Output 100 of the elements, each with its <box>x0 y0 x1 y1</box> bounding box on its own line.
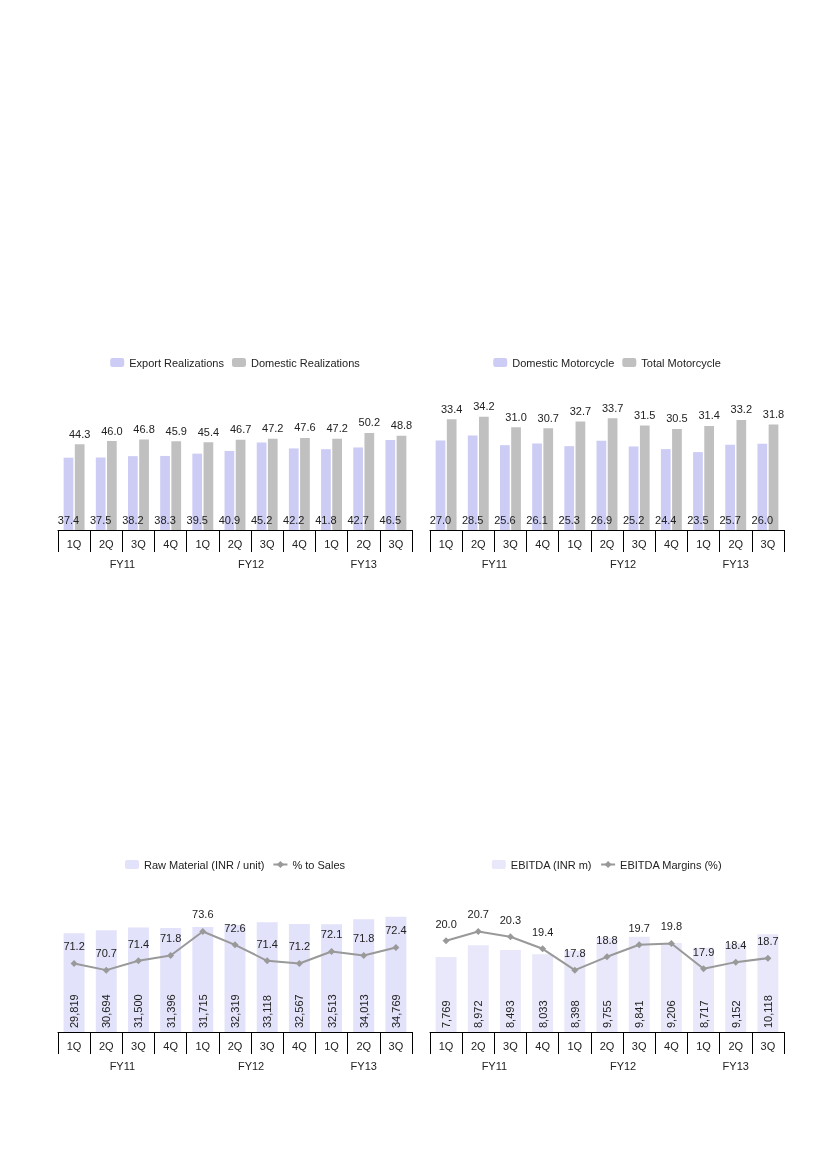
point <box>70 959 78 967</box>
data-label: 31,715 <box>196 994 209 1028</box>
point <box>442 937 450 945</box>
point <box>635 941 643 949</box>
x-tick-label: 3Q <box>131 1039 147 1052</box>
data-label: 8,033 <box>536 1000 549 1028</box>
data-label: 29,819 <box>68 994 81 1028</box>
bar <box>128 927 149 1032</box>
point <box>700 965 708 973</box>
data-label: 50.2 <box>358 416 381 429</box>
bar <box>353 919 375 1032</box>
data-label: 9,841 <box>633 1000 646 1028</box>
point <box>571 966 579 974</box>
bar <box>160 927 182 1032</box>
data-label: 45.9 <box>165 424 187 437</box>
data-label: 8,493 <box>504 1000 517 1028</box>
data-label: 32,513 <box>325 994 338 1028</box>
data-label: 9,152 <box>729 1000 742 1028</box>
x-tick-label: 2Q <box>599 1039 615 1052</box>
data-label: 71.4 <box>127 937 150 950</box>
x-tick-label: 1Q <box>696 537 712 550</box>
data-label: 30,694 <box>100 994 113 1028</box>
data-label: 31.0 <box>505 410 527 423</box>
legend-label: Domestic Motorcycle <box>512 356 615 369</box>
point <box>667 939 675 947</box>
data-label: 20.7 <box>467 908 489 921</box>
text: FY11 <box>109 558 136 570</box>
data-label: 73.6 <box>192 908 214 921</box>
bar <box>693 947 714 1032</box>
data-label: 32,567 <box>293 994 306 1028</box>
data-label: 41.8 <box>315 513 337 526</box>
x-tick-label: 2Q <box>599 537 615 550</box>
point <box>603 953 611 961</box>
data-label: 17.9 <box>692 945 715 958</box>
data-label: 46.0 <box>101 424 123 437</box>
data-label: 71.2 <box>63 940 85 953</box>
data-label: 46.7 <box>229 423 252 436</box>
data-label: 19.7 <box>628 921 650 934</box>
x-tick-label: 3Q <box>388 537 404 550</box>
data-label: 72.6 <box>224 921 246 934</box>
x-tick-label: 1Q <box>324 1039 340 1052</box>
data-label: 71.8 <box>159 932 182 945</box>
point <box>474 927 482 935</box>
x-tick-label: 3Q <box>631 1039 647 1052</box>
data-label: 18.4 <box>725 939 747 952</box>
point <box>199 927 207 935</box>
text: FY12 <box>237 1060 265 1072</box>
legend-label: Export Realizations <box>129 356 225 369</box>
data-label: 32,319 <box>229 994 241 1028</box>
data-label: 25.6 <box>494 513 516 526</box>
data-label: 42.2 <box>283 513 305 526</box>
data-label: 24.4 <box>655 513 677 526</box>
data-label: 30.5 <box>666 412 688 425</box>
data-label: 45.2 <box>250 513 273 526</box>
data-label: 71.4 <box>256 937 278 950</box>
data-label: 34.2 <box>473 400 495 413</box>
x-tick-label: 1Q <box>66 1039 82 1052</box>
data-label: 9,755 <box>601 1000 613 1028</box>
x-tick-label: 1Q <box>438 1039 454 1052</box>
x-tick-label: 4Q <box>535 1039 551 1052</box>
x-tick-label: 4Q <box>163 537 179 550</box>
bar <box>435 956 457 1032</box>
data-label: 31.8 <box>762 408 785 421</box>
point <box>732 958 740 966</box>
x-tick-label: 2Q <box>227 537 243 550</box>
data-label: 31.4 <box>698 409 720 422</box>
data-label: 8,398 <box>568 1000 581 1028</box>
point <box>506 933 514 941</box>
x-tick-label: 2Q <box>728 1039 744 1052</box>
data-label: 44.3 <box>68 427 91 440</box>
data-label: 46.8 <box>133 423 155 436</box>
bar <box>500 949 521 1032</box>
data-label: 38.2 <box>122 513 144 526</box>
data-label: 33.2 <box>730 403 753 416</box>
data-label: 27.0 <box>429 513 452 526</box>
data-label: 34,013 <box>357 994 370 1028</box>
data-label: 26.1 <box>526 513 548 526</box>
text: FY13 <box>722 558 749 570</box>
point <box>328 947 336 955</box>
data-label: 40.9 <box>218 513 241 526</box>
point <box>134 957 142 965</box>
legend-label: EBITDA (INR m) <box>510 858 592 871</box>
bar <box>628 936 650 1032</box>
text: FY12 <box>609 1060 637 1072</box>
bar <box>660 943 682 1032</box>
data-label: 33.4 <box>440 402 463 415</box>
data-label: 42.7 <box>347 513 369 526</box>
data-label: 26.9 <box>590 513 613 526</box>
legend-label: EBITDA Margins (%) <box>620 858 722 871</box>
bar <box>95 930 117 1032</box>
x-tick-label: 3Q <box>131 537 147 550</box>
x-tick-label: 2Q <box>470 1039 487 1052</box>
data-label: 31,500 <box>132 994 145 1028</box>
bar <box>192 926 214 1032</box>
x-tick-label: 3Q <box>503 1039 519 1052</box>
data-label: 31,396 <box>164 994 177 1028</box>
x-tick-label: 1Q <box>66 537 82 550</box>
text: FY12 <box>609 558 637 570</box>
x-tick-label: 2Q <box>356 537 372 550</box>
x-tick-label: 2Q <box>98 1039 115 1052</box>
